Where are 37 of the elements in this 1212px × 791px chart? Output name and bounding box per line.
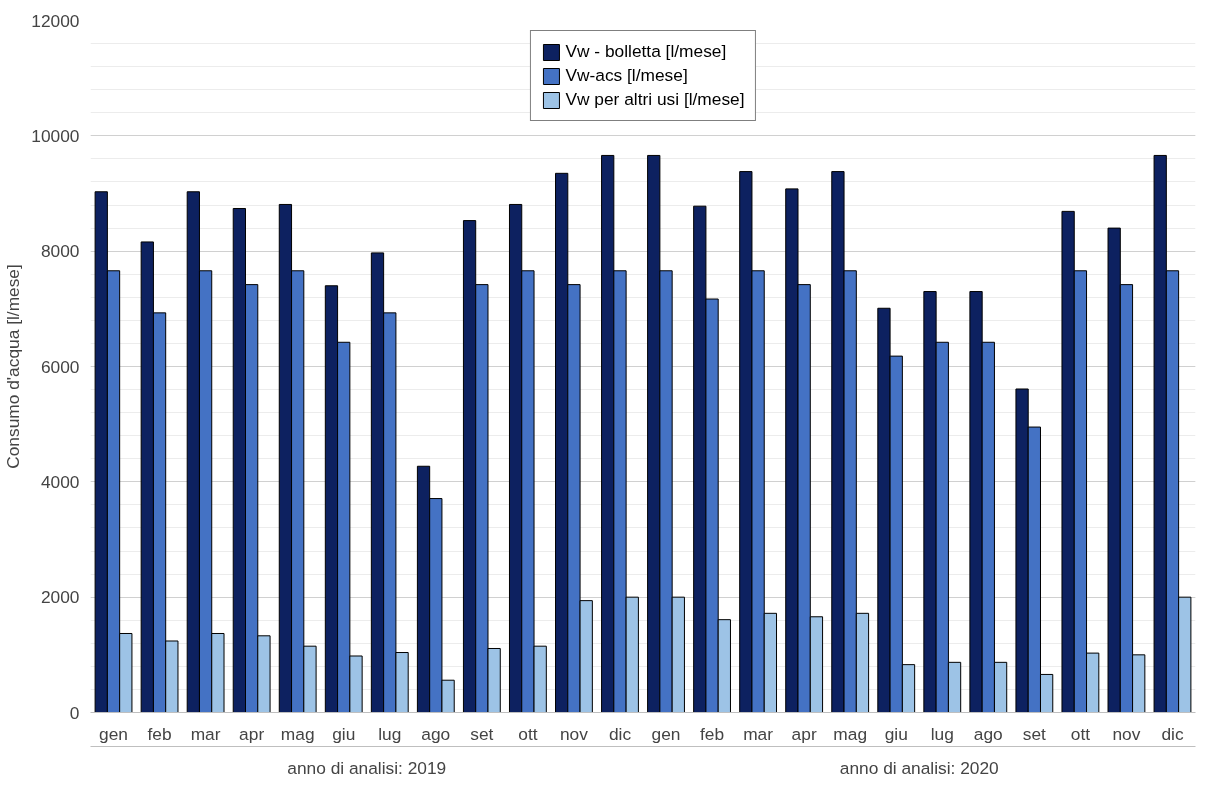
y-tick-label: 2000 — [40, 587, 80, 608]
x-tick-label: dic — [1161, 723, 1184, 744]
x-tick-label: giu — [884, 723, 908, 744]
x-tick-label: ago — [973, 723, 1003, 744]
x-tick-label: apr — [791, 723, 817, 744]
x-tick-label: feb — [700, 723, 725, 744]
x-tick-label: lug — [930, 723, 954, 744]
x-tick-label: mag — [280, 723, 315, 744]
legend-label: Vw per altri usi [l/mese] — [565, 89, 745, 110]
x-tick-label: nov — [559, 723, 589, 744]
x-tick-label: ott — [518, 723, 538, 744]
x-tick-label: set — [470, 723, 494, 744]
y-tick-label: 8000 — [40, 241, 80, 262]
y-tick-label: 0 — [69, 702, 80, 723]
y-tick-label: 4000 — [40, 471, 80, 492]
x-tick-label: nov — [1112, 723, 1141, 744]
legend-label: Vw-acs [l/mese] — [565, 65, 688, 86]
x-tick-label: ott — [1070, 723, 1091, 744]
x-tick-label: set — [1022, 723, 1047, 744]
x-tick-label: mar — [743, 723, 774, 744]
x-tick-label: feb — [147, 723, 172, 744]
x-tick-label: mar — [190, 723, 221, 744]
x-tick-label: apr — [239, 723, 265, 744]
text: anno di analisi: 2019 — [287, 757, 447, 778]
text: anno di analisi: 2020 — [839, 757, 999, 778]
y-axis-title: Consumo d'acqua [l/mese] — [3, 264, 24, 469]
y-tick-label: 6000 — [40, 356, 80, 377]
x-tick-label: ago — [421, 723, 451, 744]
x-tick-label: lug — [378, 723, 402, 744]
x-tick-label: mag — [833, 723, 868, 744]
x-tick-label: dic — [608, 723, 632, 744]
x-tick-label: gen — [99, 723, 128, 744]
legend-label: Vw - bolletta [l/mese] — [565, 41, 727, 62]
y-tick-label: 10000 — [31, 125, 80, 146]
y-tick-label: 12000 — [31, 10, 80, 31]
x-tick-label: gen — [651, 723, 681, 744]
x-tick-label: giu — [332, 723, 356, 744]
